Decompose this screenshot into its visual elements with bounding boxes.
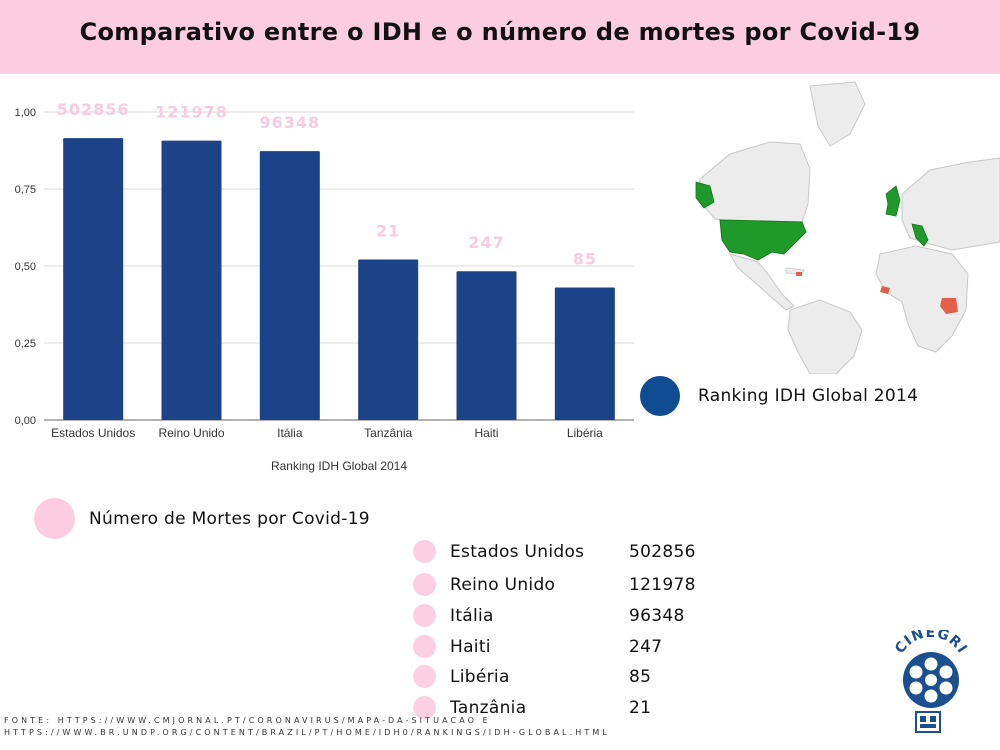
title-banner xyxy=(0,0,1000,74)
list-country: Haiti xyxy=(450,636,491,657)
list-bullet xyxy=(413,573,436,596)
x-tick-label: Reino Unido xyxy=(158,426,224,440)
list-value: 21 xyxy=(629,697,652,718)
data-label: 121978 xyxy=(155,103,228,122)
legend-idh: Ranking IDH Global 2014 xyxy=(640,376,918,416)
legend-deaths: Número de Mortes por Covid-19 xyxy=(34,498,370,539)
list-country: Libéria xyxy=(450,666,510,687)
legend-deaths-swatch xyxy=(34,498,75,539)
list-item: Estados Unidos 502856 xyxy=(413,540,733,563)
list-bullet xyxy=(413,604,436,627)
data-label: 96348 xyxy=(259,113,320,132)
list-country: Tanzânia xyxy=(450,697,527,718)
source-line-1: FONTE: HTTPS://WWW.CMJORNAL.PT/CORONAVIR… xyxy=(4,716,491,725)
x-tick-label: Estados Unidos xyxy=(51,426,135,440)
legend-idh-swatch xyxy=(640,376,680,416)
list-value: 121978 xyxy=(629,574,696,595)
legend-idh-label: Ranking IDH Global 2014 xyxy=(698,386,919,406)
cinegri-logo: CINEGRI xyxy=(892,630,969,733)
list-bullet xyxy=(413,635,436,658)
list-value: 96348 xyxy=(629,605,685,626)
list-value: 247 xyxy=(629,636,663,657)
bar xyxy=(554,287,615,420)
y-tick-label: 0,00 xyxy=(15,415,36,427)
y-tick-label: 0,25 xyxy=(15,338,36,350)
list-bullet xyxy=(413,540,436,563)
data-label: 502856 xyxy=(57,100,130,119)
list-country: Itália xyxy=(450,605,494,626)
x-tick-label: Libéria xyxy=(567,426,603,440)
list-value: 85 xyxy=(629,666,652,687)
legend-deaths-label: Número de Mortes por Covid-19 xyxy=(89,508,370,529)
source-note: FONTE: HTTPS://WWW.CMJORNAL.PT/CORONAVIR… xyxy=(4,715,610,739)
page-title: Comparativo entre o IDH e o número de mo… xyxy=(79,18,921,46)
world-map xyxy=(690,74,1000,374)
y-tick-label: 0,50 xyxy=(15,261,36,273)
x-tick-label: Itália xyxy=(277,426,303,440)
list-item: Itália 96348 xyxy=(413,604,733,627)
list-country: Reino Unido xyxy=(450,574,556,595)
bar xyxy=(63,138,124,420)
data-label: 247 xyxy=(468,233,504,252)
bar xyxy=(259,151,320,420)
list-item: Reino Unido 121978 xyxy=(413,573,733,596)
x-tick-label: Haiti xyxy=(474,426,498,440)
x-axis-title: Ranking IDH Global 2014 xyxy=(271,459,407,473)
x-tick-label: Tanzânia xyxy=(364,426,412,440)
list-bullet xyxy=(413,696,436,719)
data-label: 85 xyxy=(573,250,597,269)
list-item: Libéria 85 xyxy=(413,665,733,688)
data-label: 21 xyxy=(376,222,400,241)
bar xyxy=(161,140,222,421)
bar xyxy=(358,259,419,420)
list-value: 502856 xyxy=(629,541,696,562)
y-tick-label: 0,75 xyxy=(15,184,36,196)
list-bullet xyxy=(413,665,436,688)
list-country: Estados Unidos xyxy=(450,541,585,562)
list-item: Haiti 247 xyxy=(413,635,733,658)
idh-bar-chart: 0,00 0,25 0,50 0,75 1,00 Estados Unidos 502856… xyxy=(15,100,634,473)
bar xyxy=(456,271,517,420)
source-line-2: HTTPS://WWW.BR.UNDP.ORG/CONTENT/BRAZIL/P… xyxy=(4,728,610,737)
y-tick-label: 1,00 xyxy=(15,107,36,119)
list-item: Tanzânia 21 xyxy=(413,696,733,719)
